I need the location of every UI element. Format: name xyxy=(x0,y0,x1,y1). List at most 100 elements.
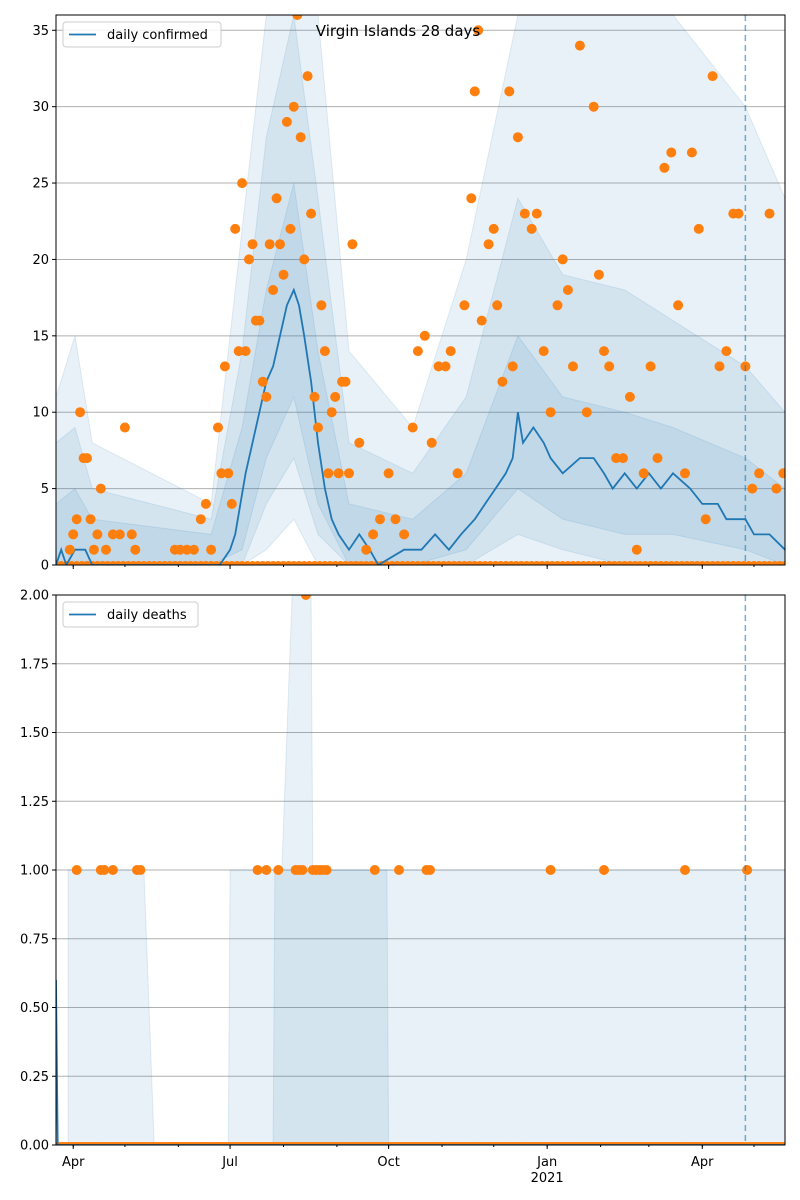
data-point xyxy=(233,346,244,357)
data-point xyxy=(319,346,330,357)
data-point xyxy=(92,529,103,540)
data-point xyxy=(375,514,385,525)
legend-label: daily deaths xyxy=(107,608,187,623)
data-point xyxy=(71,514,82,525)
data-point xyxy=(714,361,725,372)
data-point xyxy=(182,544,192,555)
data-point xyxy=(326,407,337,418)
data-point xyxy=(721,346,732,357)
data-point xyxy=(281,116,292,127)
data-point xyxy=(545,407,556,418)
data-point xyxy=(588,101,599,112)
data-point xyxy=(593,269,604,280)
data-point xyxy=(68,529,79,540)
data-point xyxy=(292,15,303,20)
data-point xyxy=(483,239,494,250)
data-point xyxy=(135,865,146,875)
data-point xyxy=(261,865,272,875)
data-point xyxy=(309,391,320,402)
data-point xyxy=(219,361,230,372)
data-point xyxy=(119,422,130,433)
data-point xyxy=(340,376,351,387)
data-point xyxy=(659,162,670,173)
y-tick-label: 1.25 xyxy=(20,795,49,810)
y-tick-label: 35 xyxy=(32,24,49,39)
legend-label: daily confirmed xyxy=(107,28,208,43)
zero-points xyxy=(56,561,785,565)
data-point xyxy=(195,514,206,525)
y-tick-label: 0 xyxy=(41,559,49,574)
y-tick-label: 5 xyxy=(41,482,49,497)
data-point xyxy=(562,285,573,295)
y-tick-label: 1.00 xyxy=(20,864,49,879)
data-point xyxy=(347,239,358,250)
data-point xyxy=(244,254,254,265)
data-point xyxy=(604,361,615,372)
data-point xyxy=(254,315,265,326)
data-point xyxy=(412,346,423,357)
x-tick-label: Jul xyxy=(221,1155,238,1170)
data-point xyxy=(754,468,765,479)
y-tick-label: 0.50 xyxy=(20,1001,49,1016)
x-tick-label: Apr xyxy=(691,1155,714,1170)
data-point xyxy=(574,40,585,51)
confidence-band-2 xyxy=(272,869,390,1145)
data-point xyxy=(652,453,663,464)
legend-box xyxy=(62,21,222,48)
data-point xyxy=(247,239,258,250)
axes-frame xyxy=(55,14,786,566)
data-point xyxy=(526,223,537,234)
data-point xyxy=(313,422,323,433)
data-point xyxy=(631,544,642,555)
plot-area xyxy=(56,15,785,565)
data-point xyxy=(295,132,306,143)
data-point xyxy=(469,86,480,97)
data-point xyxy=(747,483,758,494)
data-point xyxy=(64,544,75,555)
data-point xyxy=(261,391,272,402)
data-point xyxy=(99,865,110,875)
data-point xyxy=(611,453,622,464)
data-point xyxy=(273,865,284,875)
y-tick-label: 0.75 xyxy=(20,932,49,947)
chart-panel-1: 0 5 10 15 20 25 30 35 daily confirmed xyxy=(32,14,786,574)
plot-area xyxy=(56,595,785,1145)
data-point xyxy=(288,101,299,112)
data-point xyxy=(88,544,99,555)
data-point xyxy=(101,544,111,555)
y-tick-label: 30 xyxy=(32,100,49,115)
data-point xyxy=(507,361,518,372)
data-point xyxy=(306,208,317,219)
data-point xyxy=(114,529,125,540)
data-point xyxy=(497,376,508,387)
data-point xyxy=(519,208,530,219)
data-point xyxy=(216,468,227,479)
data-point xyxy=(354,437,365,448)
chart-panel-2: 0.00 0.25 0.50 0.75 1.00 1.25 1.50 1.75 2.00 Apr J… xyxy=(20,589,786,1186)
data-point xyxy=(425,865,435,875)
data-point xyxy=(545,865,556,875)
data-point xyxy=(492,300,503,311)
data-point xyxy=(680,865,690,875)
data-point xyxy=(638,468,649,479)
data-point xyxy=(82,453,92,464)
data-point xyxy=(75,407,86,418)
data-point xyxy=(433,361,444,372)
data-point xyxy=(599,865,609,875)
y-tick-label: 1.50 xyxy=(20,726,49,741)
data-point xyxy=(440,361,451,372)
data-point xyxy=(71,865,82,875)
data-point xyxy=(426,437,437,448)
data-point xyxy=(321,865,332,875)
legend: daily deaths xyxy=(62,601,199,628)
data-point xyxy=(226,498,237,509)
data-point xyxy=(399,529,410,540)
data-point xyxy=(95,483,106,494)
x-tick-label: Jan xyxy=(536,1155,557,1170)
data-point xyxy=(344,468,354,479)
data-point xyxy=(390,514,401,525)
data-point xyxy=(445,346,456,357)
data-point xyxy=(764,208,775,219)
data-point xyxy=(383,468,394,479)
y-tick-label: 0.25 xyxy=(20,1070,49,1085)
